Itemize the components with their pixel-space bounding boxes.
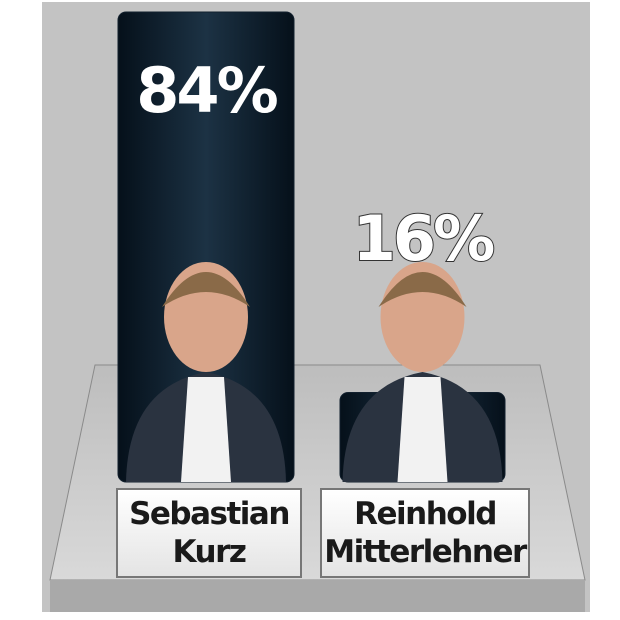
person-shirt xyxy=(397,377,448,482)
category-label: Reinhold Mitterlehner xyxy=(320,488,530,578)
value-label: 16% xyxy=(353,202,494,275)
person-hair xyxy=(378,272,467,307)
person-hair xyxy=(162,272,250,307)
platform-edge xyxy=(50,580,585,612)
person-shirt xyxy=(181,377,231,482)
value-label: 84% xyxy=(136,54,277,127)
category-label: Sebastian Kurz xyxy=(116,488,302,578)
